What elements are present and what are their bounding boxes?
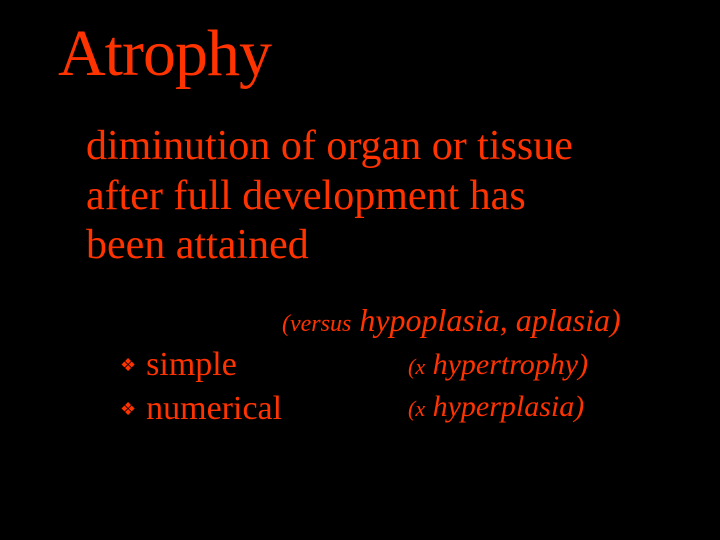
diamond-bullet-icon: ❖	[120, 355, 136, 376]
definition-line-1: diminution of organ or tissue	[86, 123, 573, 169]
contrast-item: (x hyperplasia)	[408, 390, 588, 424]
definition-text: diminution of organ or tissue after full…	[86, 122, 706, 271]
contrast-list: (x hypertrophy) (x hyperplasia)	[408, 348, 588, 432]
slide-title: Atrophy	[58, 16, 271, 92]
versus-rest: hypoplasia, aplasia)	[351, 302, 620, 338]
bullet-list: ❖ simple ❖ numerical	[120, 346, 282, 434]
bullet-label: numerical	[146, 390, 282, 428]
slide: Atrophy diminution of organ or tissue af…	[0, 0, 720, 540]
diamond-bullet-icon: ❖	[120, 399, 136, 420]
contrast-x: (x	[408, 354, 425, 379]
contrast-rest: hyperplasia)	[425, 390, 584, 423]
bullet-label: simple	[146, 346, 237, 384]
versus-prefix: (versus	[282, 311, 351, 337]
bullet-item: ❖ simple	[120, 346, 282, 384]
versus-note: (versus hypoplasia, aplasia)	[282, 302, 621, 339]
definition-line-3: been attained	[86, 222, 309, 268]
definition-line-2: after full development has	[86, 173, 526, 219]
bullet-item: ❖ numerical	[120, 390, 282, 428]
contrast-item: (x hypertrophy)	[408, 348, 588, 382]
contrast-rest: hypertrophy)	[425, 348, 588, 381]
contrast-x: (x	[408, 396, 425, 421]
